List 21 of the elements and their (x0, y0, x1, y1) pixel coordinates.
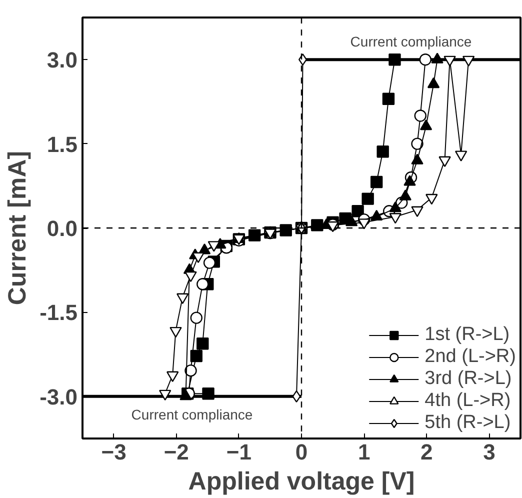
ref-line-label: Current compliance (131, 406, 253, 422)
x-tick-label: 1 (358, 440, 370, 464)
x-tick-label: −1 (226, 440, 252, 464)
legend-label: 5th (R->L) (424, 412, 511, 434)
y-tick-label: -3.0 (40, 384, 78, 410)
ref-line-label: Current compliance (350, 34, 472, 50)
y-tick-label: 3.0 (46, 48, 78, 73)
x-axis-title: Applied voltage [V] (188, 468, 415, 496)
y-tick-label: 0.0 (46, 216, 78, 241)
y-tick-label: 1.5 (46, 132, 78, 157)
x-tick-label: −3 (101, 440, 126, 464)
y-axis-title: Current [mA] (4, 150, 32, 306)
x-tick-label: 2 (420, 440, 433, 464)
x-tick-label: 3 (483, 440, 496, 464)
legend-label: 3rd (R->L) (424, 368, 512, 390)
legend-label: 1st (R->L) (424, 324, 510, 346)
legend-label: 4th (L->R) (424, 390, 511, 412)
legend-label: 2nd (L->R) (424, 346, 516, 368)
y-tick-label: -1.5 (40, 300, 78, 326)
x-tick-label: 0 (295, 440, 308, 464)
x-tick-label: −2 (164, 440, 189, 464)
